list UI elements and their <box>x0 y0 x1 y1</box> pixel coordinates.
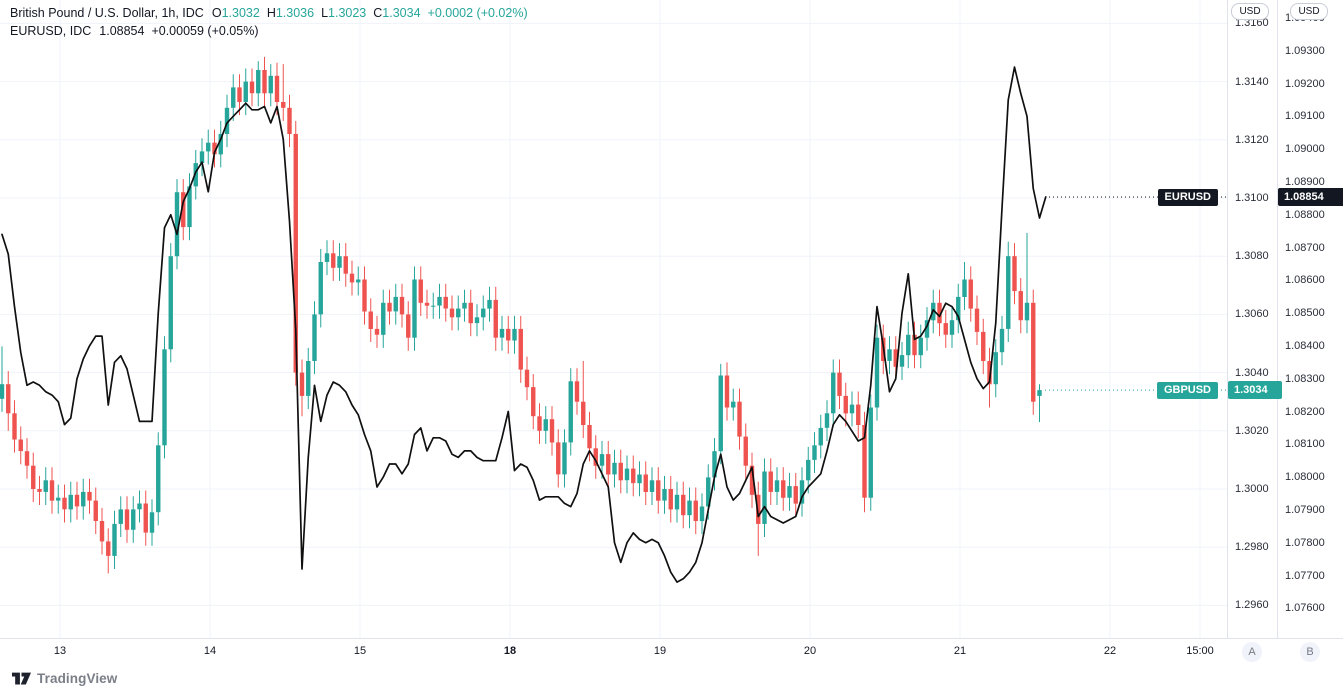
ohlc-close: C1.3034 <box>373 6 421 20</box>
gbp-axis-tick: 1.2980 <box>1235 541 1269 553</box>
eur-price-tag: 1.08854 <box>1278 188 1343 206</box>
time-axis-tick: 18 <box>503 645 517 657</box>
eur-axis-tick: 1.07800 <box>1285 537 1325 549</box>
ohlc-low: L1.3023 <box>321 6 367 20</box>
eur-axis-tick: 1.07900 <box>1285 504 1325 516</box>
eur-axis-tick: 1.08000 <box>1285 471 1325 483</box>
gbp-axis-tick: 1.3020 <box>1235 425 1269 437</box>
change-value: +0.0002 (+0.02%) <box>427 6 528 20</box>
eur-axis-tick: 1.08700 <box>1285 242 1325 254</box>
legend-row-gbpusd: British Pound / U.S. Dollar, 1h, IDC O1.3… <box>10 4 528 22</box>
overlay-symbol-title[interactable]: EURUSD, IDC <box>10 24 92 38</box>
tradingview-logo-text: TradingView <box>37 671 118 686</box>
gbp-price-axis[interactable]: 1.3160 1.3140 1.3120 1.3100 1.3080 1.3060 1.30… <box>1228 0 1277 638</box>
time-axis-tick: 20 <box>803 645 817 657</box>
gbp-axis-tick: 1.2960 <box>1235 599 1269 611</box>
eur-price-axis[interactable]: 1.094001.093001.092001.091001.090001.089… <box>1278 0 1343 638</box>
ohlc-high: H1.3036 <box>266 6 315 20</box>
gbp-axis-tick: 1.3140 <box>1235 76 1269 88</box>
gbp-axis-usd-badge[interactable]: USD <box>1231 3 1269 20</box>
eur-axis-tick: 1.08200 <box>1285 406 1325 418</box>
overlay-last-value: 1.08854 <box>99 24 145 38</box>
eur-axis-tick: 1.08500 <box>1285 307 1325 319</box>
legend-row-eurusd: EURUSD, IDC 1.08854 +0.00059 (+0.05%) <box>10 22 528 40</box>
gbpusd-series-flag[interactable]: GBPUSD <box>1156 382 1218 399</box>
gbp-axis-tick: 1.3000 <box>1235 483 1269 495</box>
price-scale-a-button[interactable]: A <box>1242 642 1262 662</box>
time-axis-tick: 15:00 <box>1186 645 1214 657</box>
eur-axis-tick: 1.08100 <box>1285 438 1325 450</box>
gbp-axis-tick: 1.3160 <box>1235 17 1269 29</box>
eur-axis-tick: 1.08300 <box>1285 373 1325 385</box>
eur-axis-tick: 1.09100 <box>1285 110 1325 122</box>
time-axis-tick: 13 <box>53 645 67 657</box>
eurusd-series-flag[interactable]: EURUSD <box>1157 189 1218 206</box>
eur-axis-tick: 1.08900 <box>1285 176 1325 188</box>
time-axis-tick: 14 <box>203 645 217 657</box>
gbp-price-tag: 1.3034 <box>1228 381 1282 399</box>
eur-axis-tick: 1.07600 <box>1285 602 1325 614</box>
axis-separator-left <box>1227 0 1228 664</box>
overlay-change-value: +0.00059 (+0.05%) <box>151 24 259 38</box>
chart-legend: British Pound / U.S. Dollar, 1h, IDC O1.3… <box>10 4 528 40</box>
symbol-title[interactable]: British Pound / U.S. Dollar, 1h, IDC <box>10 6 204 20</box>
time-axis-tick: 19 <box>653 645 667 657</box>
eur-axis-usd-badge[interactable]: USD <box>1290 3 1328 20</box>
chart-footer: TradingView <box>0 664 1343 692</box>
time-axis-tick: 22 <box>1103 645 1117 657</box>
eur-axis-tick: 1.08600 <box>1285 274 1325 286</box>
axis-separator-right <box>1277 0 1278 664</box>
eur-axis-tick: 1.09200 <box>1285 78 1325 90</box>
ohlc-open: O1.3032 <box>211 6 260 20</box>
gbp-axis-tick: 1.3100 <box>1235 192 1269 204</box>
tradingview-logo-icon <box>12 672 31 685</box>
eur-axis-tick: 1.09300 <box>1285 45 1325 57</box>
price-scale-b-button[interactable]: B <box>1300 642 1320 662</box>
gbp-axis-tick: 1.3080 <box>1235 250 1269 262</box>
price-chart-canvas[interactable] <box>0 0 1227 638</box>
gbp-axis-tick: 1.3120 <box>1235 134 1269 146</box>
time-axis[interactable]: A B 13 14 15 18 19 20 21 22 15:00 <box>0 638 1343 665</box>
tradingview-logo[interactable]: TradingView <box>12 670 117 687</box>
gbp-axis-tick: 1.3040 <box>1235 367 1269 379</box>
time-axis-tick: 15 <box>353 645 367 657</box>
eur-axis-tick: 1.08800 <box>1285 209 1325 221</box>
eur-axis-tick: 1.07700 <box>1285 570 1325 582</box>
eur-axis-tick: 1.08400 <box>1285 340 1325 352</box>
gbp-axis-tick: 1.3060 <box>1235 308 1269 320</box>
time-axis-tick: 21 <box>953 645 967 657</box>
eur-axis-tick: 1.09000 <box>1285 143 1325 155</box>
